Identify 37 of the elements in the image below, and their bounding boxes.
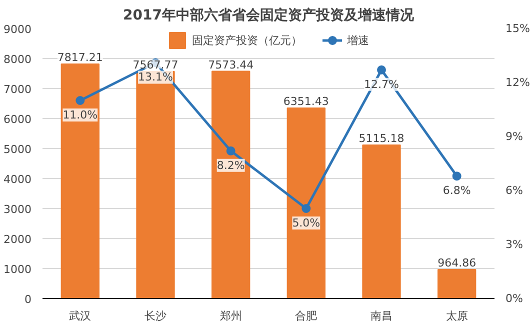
legend-label: 固定资产投资（亿元） (192, 32, 302, 48)
y-tick-label: 3000 (4, 203, 32, 216)
data-label: 6.8% (442, 184, 471, 198)
data-label: 964.86 (438, 256, 476, 270)
y2-tick-label: 3% (506, 238, 523, 251)
y-tick-label: 7000 (4, 83, 32, 96)
data-label: 7817.21 (57, 50, 103, 64)
y-tick-label: 4000 (4, 173, 32, 186)
x-tick-label: 武汉 (69, 310, 92, 322)
x-tick-label: 长沙 (144, 310, 166, 322)
x-tick-label: 南昌 (370, 310, 392, 322)
y2-tick-label: 15% (506, 22, 530, 35)
x-tick-label: 太原 (446, 310, 468, 322)
y2-tick-label: 9% (506, 130, 523, 143)
y-tick-label: 9000 (4, 23, 32, 36)
data-label: 11.0% (62, 108, 98, 122)
y-tick-label: 0 (24, 293, 32, 306)
data-label: 6351.43 (283, 94, 329, 108)
y-tick-label: 1000 (4, 263, 32, 276)
y2-tick-label: 0% (506, 292, 523, 305)
chart-title: 2017年中部六省省会固定资产投资及增速情况 (123, 6, 415, 24)
data-label: 13.1% (138, 70, 173, 84)
y-tick-label: 6000 (4, 113, 32, 126)
data-label: 12.7% (364, 78, 399, 91)
y-tick-label: 5000 (4, 143, 32, 156)
y2-tick-label: 6% (506, 184, 523, 197)
x-tick-label: 合肥 (295, 310, 318, 322)
data-label: 7567.77 (132, 58, 178, 72)
data-label: 7573.44 (208, 58, 254, 72)
y-tick-label: 8000 (4, 53, 32, 66)
data-label: 8.2% (216, 158, 245, 172)
y-tick-label: 2000 (4, 233, 32, 246)
data-label: 5115.18 (358, 132, 404, 146)
legend-label: 增速 (347, 32, 369, 48)
y2-tick-label: 12% (506, 76, 530, 89)
x-tick-label: 郑州 (220, 310, 242, 322)
data-label: 5.0% (292, 216, 320, 230)
